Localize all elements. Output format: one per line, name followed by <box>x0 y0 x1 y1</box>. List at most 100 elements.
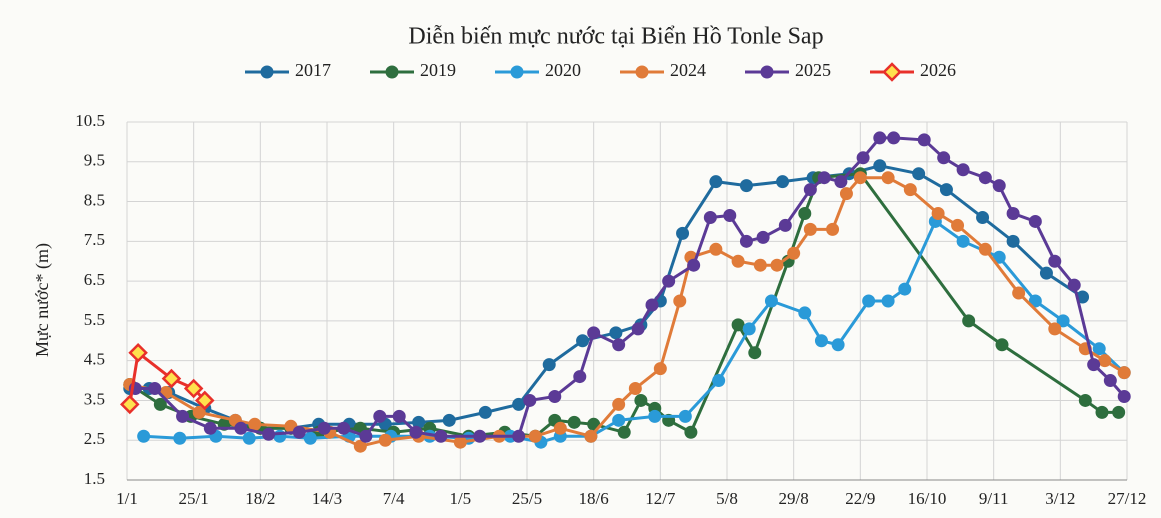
marker <box>978 171 992 185</box>
marker <box>881 171 895 185</box>
marker <box>739 234 753 248</box>
marker <box>634 393 648 407</box>
marker <box>653 362 667 376</box>
y-tick-label: 4.5 <box>84 350 105 369</box>
marker <box>739 179 753 193</box>
marker <box>612 413 626 427</box>
marker <box>742 322 756 336</box>
x-tick-label: 1/5 <box>449 489 471 508</box>
legend-label: 2017 <box>295 60 331 80</box>
x-tick-label: 29/8 <box>779 489 809 508</box>
x-tick-label: 22/9 <box>845 489 875 508</box>
y-tick-label: 5.5 <box>84 310 105 329</box>
marker <box>337 421 351 435</box>
marker <box>787 246 801 260</box>
marker <box>1087 358 1101 372</box>
marker <box>798 306 812 320</box>
marker <box>776 175 790 189</box>
legend-label: 2019 <box>420 60 456 80</box>
marker <box>798 206 812 220</box>
marker <box>817 171 831 185</box>
marker <box>1067 278 1081 292</box>
legend-label: 2025 <box>795 60 831 80</box>
marker <box>873 159 887 173</box>
marker <box>778 218 792 232</box>
marker <box>161 368 182 389</box>
marker <box>898 282 912 296</box>
marker <box>814 334 828 348</box>
marker <box>137 429 151 443</box>
y-tick-label: 10.5 <box>75 111 105 130</box>
marker <box>609 326 623 340</box>
marker <box>648 409 662 423</box>
marker <box>248 417 262 431</box>
marker <box>917 133 931 147</box>
marker <box>635 65 649 79</box>
marker <box>260 65 274 79</box>
marker <box>687 258 701 272</box>
marker <box>712 374 726 388</box>
marker <box>303 431 317 445</box>
marker <box>392 409 406 423</box>
marker <box>856 151 870 165</box>
marker <box>709 242 723 256</box>
x-tick-label: 18/6 <box>579 489 609 508</box>
marker <box>862 294 876 308</box>
marker <box>553 421 567 435</box>
x-tick-label: 5/8 <box>716 489 738 508</box>
marker <box>1012 286 1026 300</box>
marker <box>542 358 556 372</box>
marker <box>628 382 642 396</box>
x-tick-label: 25/5 <box>512 489 542 508</box>
marker <box>1048 322 1062 336</box>
legend-label: 2024 <box>670 60 706 80</box>
marker <box>1078 393 1092 407</box>
marker <box>317 421 331 435</box>
marker <box>839 187 853 201</box>
y-tick-label: 8.5 <box>84 190 105 209</box>
marker <box>1117 389 1131 403</box>
marker <box>120 394 140 415</box>
marker <box>434 429 448 443</box>
x-tick-label: 1/1 <box>116 489 138 508</box>
marker <box>1048 254 1062 268</box>
marker <box>803 222 817 236</box>
marker <box>1117 366 1131 380</box>
marker <box>764 294 778 308</box>
marker <box>385 65 399 79</box>
marker <box>234 421 248 435</box>
y-tick-label: 9.5 <box>84 151 105 170</box>
marker <box>373 409 387 423</box>
marker <box>937 151 951 165</box>
marker <box>887 131 901 145</box>
x-tick-label: 12/7 <box>645 489 676 508</box>
marker <box>978 242 992 256</box>
marker <box>576 334 590 348</box>
marker <box>731 318 745 332</box>
marker <box>195 390 215 411</box>
marker <box>645 298 659 312</box>
chart-title: Diễn biến mực nước tại Biển Hồ Tonle Sap <box>408 24 823 50</box>
marker <box>473 429 487 443</box>
marker <box>826 222 840 236</box>
marker <box>873 131 887 145</box>
marker <box>882 62 902 82</box>
marker <box>1092 342 1106 356</box>
marker <box>512 429 526 443</box>
y-tick-label: 3.5 <box>84 389 105 408</box>
marker <box>756 230 770 244</box>
marker <box>353 439 367 453</box>
marker <box>128 342 148 363</box>
marker <box>723 208 737 222</box>
marker <box>242 431 256 445</box>
marker <box>770 258 784 272</box>
marker <box>992 179 1006 193</box>
marker <box>617 425 631 439</box>
marker <box>1056 314 1070 328</box>
marker <box>976 210 990 224</box>
marker <box>1028 214 1042 228</box>
marker <box>453 435 467 449</box>
marker <box>1028 294 1042 308</box>
marker <box>573 370 587 384</box>
